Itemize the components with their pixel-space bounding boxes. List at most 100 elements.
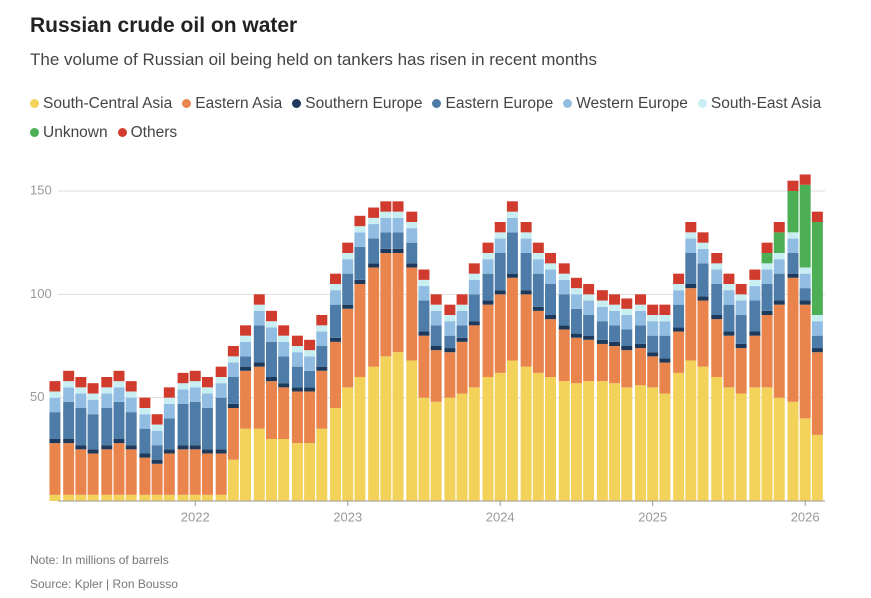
bar-segment: [63, 443, 75, 495]
bar-segment: [787, 253, 799, 274]
bar-segment: [711, 377, 723, 501]
bar-segment: [215, 366, 227, 377]
bar-segment: [558, 294, 570, 326]
bar-segment: [201, 453, 213, 495]
bar-segment: [596, 339, 608, 344]
bar-segment: [520, 294, 532, 367]
bar-segment: [368, 224, 380, 239]
bar-segment: [125, 412, 137, 446]
bar-segment: [380, 201, 392, 212]
bar-segment: [749, 300, 761, 332]
bar-segment: [392, 253, 404, 353]
bar-segment: [558, 325, 570, 330]
bar-segment: [545, 253, 557, 264]
bar-segment: [253, 362, 265, 367]
bar-segment: [749, 286, 761, 301]
bar-segment: [163, 418, 175, 450]
bar-segment: [570, 308, 582, 334]
bar-segment: [749, 279, 761, 287]
bar-segment: [418, 331, 430, 336]
y-tick-label: 50: [30, 389, 44, 404]
legend-item: South-East Asia: [697, 89, 822, 118]
bar-segment: [253, 310, 265, 326]
bar-segment: [735, 315, 747, 344]
bar-segment: [494, 222, 506, 233]
bar-segment: [635, 304, 646, 311]
bar-segment: [151, 445, 163, 460]
bar-segment: [468, 294, 480, 322]
bar-segment: [380, 232, 392, 249]
bar-segment: [87, 414, 99, 450]
bar-segment: [659, 335, 671, 359]
bar-segment: [304, 387, 316, 392]
bar-segment: [304, 350, 316, 357]
bar-segment: [773, 259, 785, 274]
bar-segment: [609, 304, 621, 311]
bar-segment: [139, 453, 151, 458]
y-tick-label: 100: [30, 286, 52, 301]
bar-segment: [799, 418, 811, 501]
bar-segment: [215, 494, 227, 501]
bar-segment: [430, 350, 442, 402]
bar-segment: [265, 310, 277, 322]
bar-segment: [101, 377, 113, 388]
bar-segment: [87, 453, 99, 495]
bar-segment: [265, 341, 277, 377]
bar-segment: [227, 408, 239, 460]
bar-segment: [215, 397, 227, 450]
bar-segment: [635, 310, 646, 326]
bar-segment: [761, 263, 773, 270]
bar-segment: [368, 238, 380, 264]
bar-segment: [456, 393, 468, 501]
bar-segment: [177, 494, 189, 501]
bar-segment: [520, 290, 532, 295]
bar-segment: [697, 296, 709, 301]
bar-segment: [532, 306, 544, 311]
bar-segment: [647, 387, 659, 501]
bar-segment: [697, 300, 709, 367]
bar-segment: [558, 273, 570, 280]
bar-segment: [456, 341, 468, 394]
bar-segment: [711, 253, 723, 264]
bar-segment: [240, 366, 252, 371]
bar-segment: [520, 222, 532, 233]
bar-segment: [101, 408, 113, 446]
bar-segment: [418, 335, 430, 398]
bar-segment: [368, 207, 380, 218]
bar-segment: [799, 288, 811, 301]
legend-label: South-East Asia: [710, 95, 822, 112]
bar-segment: [240, 428, 252, 501]
bar-segment: [430, 325, 442, 346]
bar-segment: [392, 211, 404, 218]
bar-segment: [215, 377, 227, 384]
bar-segment: [75, 408, 87, 446]
bar-segment: [647, 335, 659, 353]
bar-segment: [49, 443, 61, 495]
bar-segment: [456, 310, 468, 326]
bar-segment: [304, 391, 316, 444]
legend-item: Unknown: [30, 118, 108, 147]
bar-segment: [583, 300, 595, 315]
legend-swatch: [117, 128, 127, 137]
bar-segment: [151, 424, 163, 431]
bar-segment: [659, 304, 671, 315]
bar-segment: [761, 310, 773, 315]
bar-segment: [635, 325, 646, 344]
bar-segment: [177, 445, 189, 450]
source: Source: Kpler | Ron Bousso: [30, 577, 178, 591]
bar-segment: [482, 253, 494, 260]
bar-segment: [545, 263, 557, 270]
bar-segment: [291, 391, 303, 444]
bar-segment: [444, 304, 456, 315]
bar-segment: [506, 201, 518, 212]
bar-segment: [787, 180, 799, 191]
bar-segment: [673, 304, 685, 328]
bar-segment: [368, 217, 380, 225]
legend-label: Unknown: [43, 124, 108, 141]
bar-segment: [354, 215, 366, 227]
bar-segment: [482, 377, 494, 501]
bar-segment: [609, 341, 621, 346]
bar-segment: [621, 387, 633, 501]
bar-segment: [49, 412, 61, 439]
